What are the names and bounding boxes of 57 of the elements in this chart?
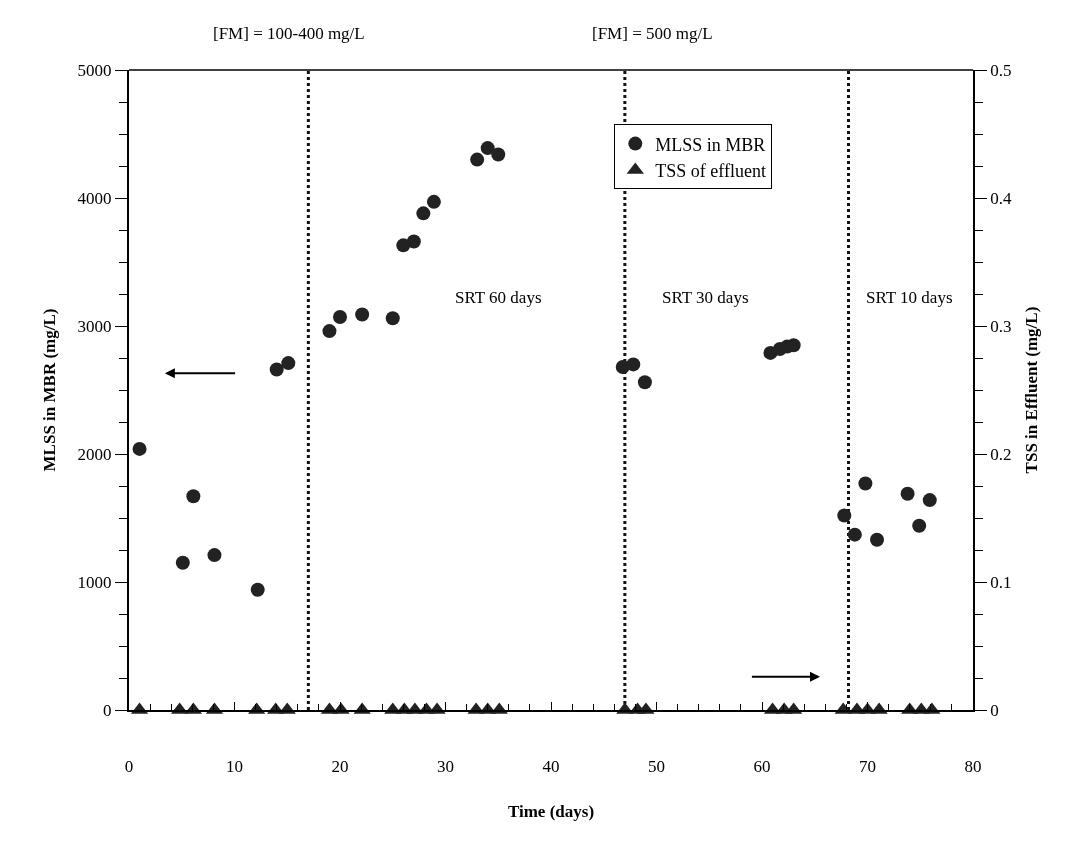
point xyxy=(847,527,862,542)
annotation: SRT 10 days xyxy=(866,288,953,307)
point xyxy=(416,206,431,221)
y-tick-label: 2000 xyxy=(77,444,112,464)
point xyxy=(385,311,400,326)
point xyxy=(207,548,222,563)
point xyxy=(322,324,337,339)
legend-label: MLSS in MBR xyxy=(655,134,766,155)
x-tick-label: 80 xyxy=(964,757,982,777)
point xyxy=(426,194,441,209)
point xyxy=(132,441,147,456)
point xyxy=(870,532,884,547)
y2-axis-title: TSS in Effluent (mg/L) xyxy=(1021,306,1041,474)
point xyxy=(355,307,370,322)
y-tick-label: 4000 xyxy=(77,188,112,208)
y2-tick-label: 0.4 xyxy=(990,188,1012,208)
x-axis-title: Time (days) xyxy=(507,802,595,822)
x-tick-label: 40 xyxy=(542,757,560,777)
y2-tick-label: 0.3 xyxy=(990,316,1012,336)
y2-tick-label: 0.2 xyxy=(990,444,1012,464)
point xyxy=(491,147,506,162)
point xyxy=(900,486,915,501)
y-axis-title: MLSS in MBR (mg/L) xyxy=(39,308,59,472)
x-tick-label: 0 xyxy=(124,757,134,777)
point xyxy=(333,310,347,325)
point xyxy=(406,234,421,249)
legend-label: TSS of effluent xyxy=(655,161,766,182)
x-tick-label: 10 xyxy=(226,757,243,777)
point xyxy=(281,356,296,371)
point xyxy=(637,375,652,390)
point xyxy=(626,357,641,372)
point xyxy=(250,582,265,597)
x-tick-label: 20 xyxy=(331,757,349,777)
point xyxy=(922,493,937,508)
x-tick-label: 30 xyxy=(437,757,454,777)
y-tick-label: 5000 xyxy=(77,60,112,80)
annotation: SRT 30 days xyxy=(662,288,749,307)
y2-tick-label: 0.1 xyxy=(990,572,1012,592)
text: [FM] = 500 mg/L xyxy=(592,24,713,43)
point xyxy=(269,362,284,377)
point xyxy=(837,508,852,523)
x-tick-label: 50 xyxy=(648,757,665,777)
y-tick-label: 0 xyxy=(103,700,112,720)
y-tick-label: 1000 xyxy=(77,572,112,592)
text: [FM] = 100-400 mg/L xyxy=(213,24,365,43)
x-tick-label: 70 xyxy=(859,757,876,777)
x-tick-label: 60 xyxy=(753,757,771,777)
point xyxy=(186,489,201,504)
point xyxy=(470,152,485,167)
y2-tick-label: 0.5 xyxy=(990,60,1012,80)
y2-tick-label: 0 xyxy=(990,700,999,720)
point xyxy=(858,476,873,491)
point xyxy=(912,518,927,533)
annotation: SRT 60 days xyxy=(455,288,542,307)
point xyxy=(480,141,495,156)
y-tick-label: 3000 xyxy=(77,316,112,336)
point xyxy=(175,555,190,570)
